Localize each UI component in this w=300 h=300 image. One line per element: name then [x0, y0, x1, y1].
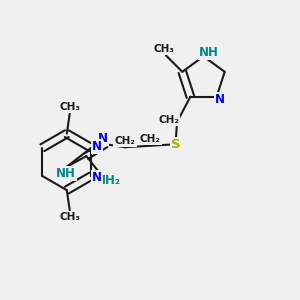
Text: CH₃: CH₃ [60, 102, 81, 112]
Text: CH₂: CH₂ [140, 134, 161, 144]
Text: S: S [171, 138, 180, 151]
Text: CH₂: CH₂ [158, 115, 179, 124]
Text: NH₂: NH₂ [96, 174, 121, 187]
Text: CH₃: CH₃ [154, 44, 175, 54]
Text: N: N [215, 93, 225, 106]
Text: N: N [92, 140, 102, 153]
Text: CH₃: CH₃ [60, 212, 81, 222]
Text: NH: NH [199, 46, 219, 59]
Text: NH: NH [56, 167, 76, 180]
Text: N: N [92, 171, 102, 184]
Text: CH₂: CH₂ [115, 136, 135, 146]
Text: N: N [98, 132, 108, 146]
